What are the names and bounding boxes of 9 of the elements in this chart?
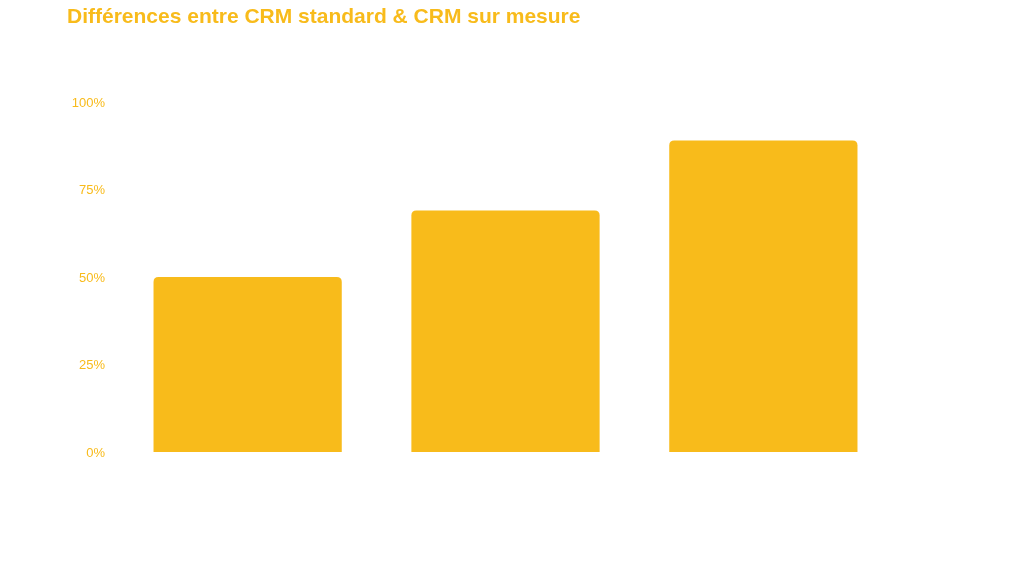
y-tick-label: 25% [78, 357, 106, 373]
chart-title: Différences entre CRM standard & CRM sur mesure [67, 4, 581, 27]
bar [669, 140, 858, 452]
bar [411, 210, 600, 452]
y-tick-label: 100% [71, 94, 106, 110]
y-tick-label: 75% [78, 182, 106, 198]
bar [153, 277, 342, 452]
y-tick-label: 50% [78, 269, 106, 285]
y-tick-label: 0% [86, 444, 106, 460]
